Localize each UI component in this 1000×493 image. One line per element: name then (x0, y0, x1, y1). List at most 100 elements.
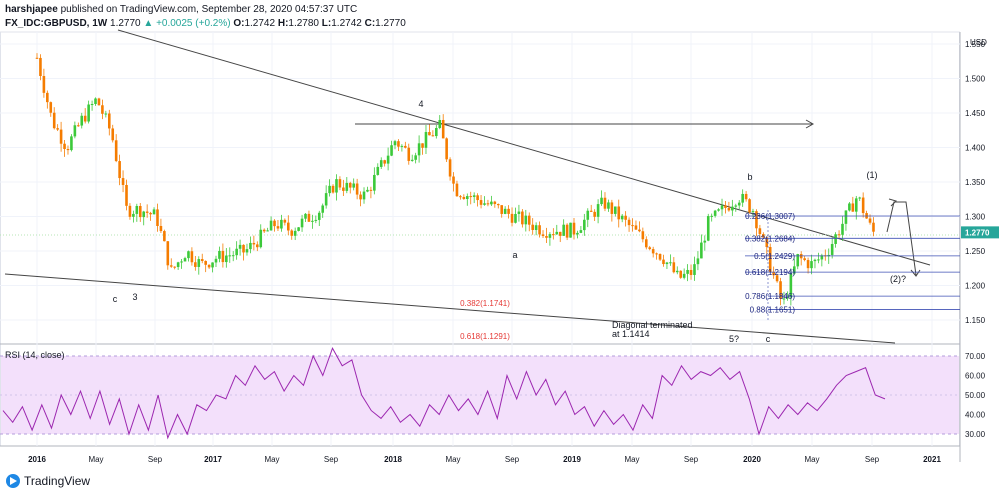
candle-down (558, 231, 562, 236)
candle-up (180, 261, 183, 263)
candle-up (534, 225, 538, 231)
price-tick-label: 1.150 (965, 316, 986, 325)
candle-up (73, 125, 77, 137)
lower-trendline (4, 273, 896, 344)
candle-up (317, 212, 321, 220)
candle-up (414, 155, 417, 160)
candle-down (52, 112, 56, 129)
candle-up (793, 266, 796, 274)
candle-down (837, 234, 841, 236)
candle-up (693, 264, 696, 275)
candle-down (194, 262, 197, 267)
candle-up (152, 209, 156, 215)
candle-down (496, 204, 500, 206)
candle-down (593, 211, 596, 217)
candle-down (107, 113, 111, 129)
candle-down (861, 197, 865, 214)
candle-up (614, 206, 617, 214)
candle-up (789, 273, 793, 298)
open-label: O: (233, 18, 245, 29)
close-value: 1.2770 (375, 18, 406, 29)
candle-down (610, 202, 614, 214)
fib-level-label: 0.88(1.1651) (750, 306, 796, 315)
candle-down (383, 160, 386, 164)
candle-down (169, 265, 173, 267)
close-label: C: (364, 18, 376, 29)
candle-up (238, 244, 242, 249)
candle-down (242, 244, 245, 253)
candle-up (620, 215, 624, 220)
candle-up (583, 219, 586, 231)
candle-down (56, 128, 59, 130)
publish-line: harshjapee published on TradingView.com,… (5, 3, 406, 17)
candle-up (517, 211, 521, 214)
candle-up (235, 248, 238, 256)
candle-down (207, 264, 211, 268)
candle-down (35, 57, 39, 59)
candle-down (589, 210, 593, 212)
candle-up (686, 269, 689, 274)
candle-up (562, 224, 565, 236)
candle-down (121, 178, 125, 185)
candle-up (669, 262, 672, 264)
candle-up (135, 205, 139, 214)
candle-down (159, 225, 163, 232)
candle-up (390, 145, 393, 156)
rsi-tick-label: 40.00 (965, 411, 986, 420)
candle-down (672, 262, 676, 273)
author-name[interactable]: harshjapee (5, 4, 58, 15)
candle-up (87, 104, 90, 122)
candle-down (765, 237, 769, 248)
candle-down (658, 253, 662, 260)
currency-label: USD (970, 38, 987, 47)
candle-down (624, 215, 627, 220)
candle-up (187, 251, 190, 259)
candle-up (345, 182, 349, 191)
candle-up (90, 104, 94, 106)
time-tick-label: Sep (684, 455, 699, 464)
last-price-tag (961, 226, 999, 239)
candle-down (806, 260, 810, 269)
candle-down (59, 129, 63, 144)
candle-up (731, 206, 734, 211)
time-tick-label: Sep (324, 455, 339, 464)
open-value: 1.2742 (244, 18, 276, 29)
candle-up (514, 213, 517, 223)
candle-up (751, 211, 755, 213)
candle-up (665, 262, 669, 265)
candle-down (397, 141, 400, 147)
projection-arrow-up (888, 198, 897, 207)
candle-up (324, 193, 328, 206)
candle-down (631, 225, 634, 227)
candle-up (841, 223, 844, 235)
candle-up (813, 259, 817, 262)
candle-down (276, 226, 280, 229)
candle-up (700, 242, 703, 259)
candle-down (441, 119, 445, 139)
price-tick-label: 1.250 (965, 247, 986, 256)
candle-down (617, 206, 621, 220)
candle-down (359, 194, 362, 200)
candle-down (428, 132, 431, 136)
candle-down (46, 92, 49, 103)
candle-up (80, 115, 84, 126)
candle-down (748, 199, 751, 213)
candle-down (662, 259, 665, 265)
candle-up (373, 174, 376, 191)
candle-down (768, 247, 772, 272)
tradingview-brand[interactable]: TradingView (6, 474, 90, 488)
candle-up (266, 230, 269, 232)
wave-annotation: Diagonal terminated (612, 320, 693, 330)
rsi-tick-label: 50.00 (965, 391, 986, 400)
candle-up (70, 136, 73, 151)
candle-down (204, 260, 207, 265)
wave-annotation: 5? (729, 334, 739, 344)
candle-down (166, 241, 170, 266)
candle-down (63, 143, 66, 150)
candle-up (579, 230, 583, 233)
candle-up (786, 297, 789, 299)
symbol-label[interactable]: FX_IDC:GBPUSD, 1W (5, 18, 108, 29)
time-tick-label: 2016 (28, 455, 46, 464)
candle-up (817, 259, 820, 261)
